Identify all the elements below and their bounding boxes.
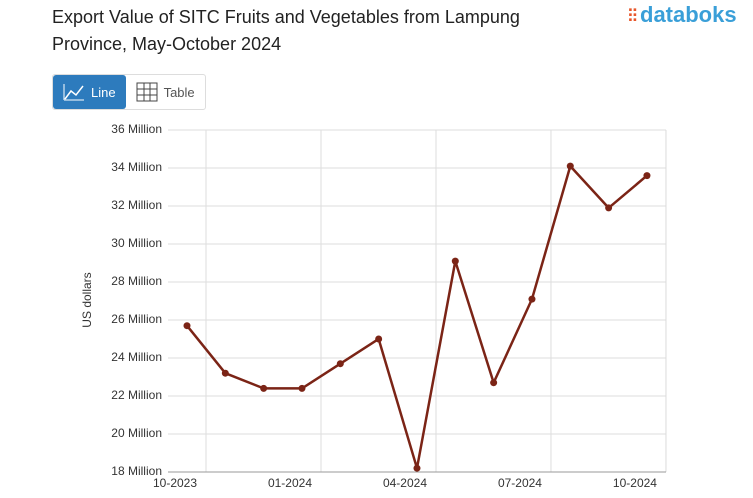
view-toggle: Line Table: [52, 74, 206, 110]
table-icon: [136, 82, 158, 102]
y-axis-label: US dollars: [80, 272, 94, 327]
line-button[interactable]: Line: [53, 75, 126, 109]
x-tick-label: 10-2023: [153, 476, 197, 490]
point: [528, 295, 536, 303]
line: [186, 163, 648, 469]
y-tick-label: 22 Million: [111, 388, 162, 402]
point: [643, 172, 651, 180]
point: [413, 464, 421, 472]
table-label: Table: [163, 84, 195, 100]
y-tick-label: 24 Million: [111, 350, 162, 364]
point: [183, 322, 191, 330]
y-tick-label: 34 Million: [111, 160, 162, 174]
table-button[interactable]: Table: [126, 75, 205, 109]
y-tick-label: 18 Million: [111, 464, 162, 478]
y-tick-label: 26 Million: [111, 312, 162, 326]
logo-text: databoks: [640, 2, 737, 27]
chart-title: Export Value of SITC Fruits and Vegetabl…: [52, 7, 520, 54]
y-tick-label: 36 Million: [111, 122, 162, 136]
point: [298, 384, 306, 392]
x-tick-label: 04-2024: [383, 476, 427, 490]
point: [605, 204, 613, 212]
y-tick-label: 28 Million: [111, 274, 162, 288]
point: [375, 335, 383, 343]
point: [451, 257, 459, 265]
point: [336, 360, 344, 368]
point: [566, 162, 574, 170]
point: [260, 384, 268, 392]
x-tick-label: 07-2024: [498, 476, 542, 490]
y-tick-label: 32 Million: [111, 198, 162, 212]
x-tick-label: 01-2024: [268, 476, 312, 490]
y-tick-label: 30 Million: [111, 236, 162, 250]
point: [490, 379, 498, 387]
line-icon: [63, 84, 84, 101]
point: [221, 369, 229, 377]
y-tick-label: 20 Million: [111, 426, 162, 440]
logo: ⫶⫶ databoks: [628, 2, 737, 27]
x-tick-label: 10-2024: [613, 476, 657, 490]
line-label: Line: [91, 84, 116, 100]
